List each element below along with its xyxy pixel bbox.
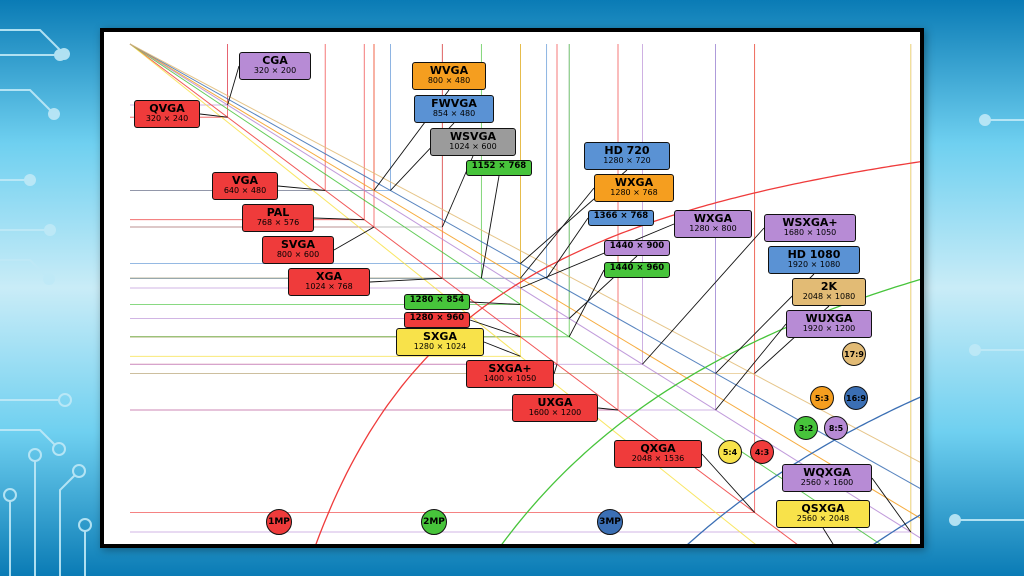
resolution-box: SXGA+1400 × 1050 (466, 360, 554, 388)
resolution-box: CGA320 × 200 (239, 52, 311, 80)
resolution-dimensions: 768 × 576 (243, 219, 313, 227)
resolution-box: 1440 × 960 (604, 262, 670, 278)
resolution-dimensions: 1280 × 800 (675, 225, 751, 233)
resolution-box: WVGA800 × 480 (412, 62, 486, 90)
resolution-dimensions: 2560 × 2048 (777, 515, 869, 523)
resolution-box: 1280 × 960 (404, 312, 470, 328)
resolution-dimensions: 1440 × 900 (605, 242, 669, 251)
resolution-name: HD 720 (585, 145, 669, 157)
resolution-dimensions: 2048 × 1536 (615, 455, 701, 463)
aspect-ratio-badge: 5:3 (810, 386, 834, 410)
resolution-dimensions: 1280 × 1024 (397, 343, 483, 351)
resolution-name: WUXGA (787, 313, 871, 325)
resolution-box: WQXGA2560 × 1600 (782, 464, 872, 492)
resolution-name: CGA (240, 55, 310, 67)
aspect-ratio-badge: 16:9 (844, 386, 868, 410)
resolution-name: WVGA (413, 65, 485, 77)
resolution-dimensions: 1680 × 1050 (765, 229, 855, 237)
resolution-dimensions: 1920 × 1080 (769, 261, 859, 269)
resolution-box: QXGA2048 × 1536 (614, 440, 702, 468)
resolution-dimensions: 1366 × 768 (589, 212, 653, 221)
resolution-box: 1366 × 768 (588, 210, 654, 226)
resolution-dimensions: 320 × 240 (135, 115, 199, 123)
resolution-box: QVGA320 × 240 (134, 100, 200, 128)
resolution-name: HD 1080 (769, 249, 859, 261)
aspect-ratio-badge: 8:5 (824, 416, 848, 440)
resolution-box: WXGA1280 × 800 (674, 210, 752, 238)
resolution-dimensions: 1280 × 720 (585, 157, 669, 165)
resolution-name: WXGA (675, 213, 751, 225)
resolution-box: SVGA800 × 600 (262, 236, 334, 264)
resolution-box: WSVGA1024 × 600 (430, 128, 516, 156)
resolution-dimensions: 800 × 480 (413, 77, 485, 85)
resolution-name: SVGA (263, 239, 333, 251)
resolution-dimensions: 1920 × 1200 (787, 325, 871, 333)
resolution-name: UXGA (513, 397, 597, 409)
resolution-dimensions: 640 × 480 (213, 187, 277, 195)
resolution-box: WUXGA1920 × 1200 (786, 310, 872, 338)
megapixel-badge: 1MP (266, 509, 292, 535)
resolution-box: SXGA1280 × 1024 (396, 328, 484, 356)
resolution-box: 1152 × 768 (466, 160, 532, 176)
resolution-dimensions: 854 × 480 (415, 110, 493, 118)
resolution-name: WSXGA+ (765, 217, 855, 229)
resolution-dimensions: 1024 × 768 (289, 283, 369, 291)
resolution-name: WSVGA (431, 131, 515, 143)
resolution-box: XGA1024 × 768 (288, 268, 370, 296)
resolution-name: 2K (793, 281, 865, 293)
resolution-box: 1280 × 854 (404, 294, 470, 310)
aspect-ratio-badge: 5:4 (718, 440, 742, 464)
diagram-frame: CGA320 × 200 QVGA320 × 240 WVGA800 × 480 FW… (100, 28, 924, 548)
resolution-dimensions: 1440 × 960 (605, 264, 669, 273)
megapixel-badge: 3MP (597, 509, 623, 535)
aspect-ratio-badge: 17:9 (842, 342, 866, 366)
resolution-name: SXGA (397, 331, 483, 343)
resolution-name: PAL (243, 207, 313, 219)
resolution-name: SXGA+ (467, 363, 553, 375)
resolution-box: 2K2048 × 1080 (792, 278, 866, 306)
resolution-dimensions: 1400 × 1050 (467, 375, 553, 383)
resolution-box: VGA640 × 480 (212, 172, 278, 200)
resolution-box: PAL768 × 576 (242, 204, 314, 232)
resolution-name: QSXGA (777, 503, 869, 515)
resolution-dimensions: 320 × 200 (240, 67, 310, 75)
resolution-box: WXGA1280 × 768 (594, 174, 674, 202)
resolution-box: FWVGA854 × 480 (414, 95, 494, 123)
resolution-name: WXGA (595, 177, 673, 189)
resolution-dimensions: 1280 × 960 (405, 314, 469, 323)
resolution-box: UXGA1600 × 1200 (512, 394, 598, 422)
resolution-dimensions: 2048 × 1080 (793, 293, 865, 301)
resolution-box: HD 10801920 × 1080 (768, 246, 860, 274)
resolution-dimensions: 1024 × 600 (431, 143, 515, 151)
resolution-dimensions: 1152 × 768 (467, 162, 531, 171)
resolution-name: FWVGA (415, 98, 493, 110)
resolution-name: VGA (213, 175, 277, 187)
resolution-name: QXGA (615, 443, 701, 455)
resolution-dimensions: 1600 × 1200 (513, 409, 597, 417)
resolution-name: WQXGA (783, 467, 871, 479)
aspect-ratio-badge: 3:2 (794, 416, 818, 440)
resolution-box: HD 7201280 × 720 (584, 142, 670, 170)
megapixel-badge: 2MP (421, 509, 447, 535)
resolution-dimensions: 2560 × 1600 (783, 479, 871, 487)
aspect-ratio-badge: 4:3 (750, 440, 774, 464)
resolution-box: 1440 × 900 (604, 240, 670, 256)
resolution-name: XGA (289, 271, 369, 283)
resolution-dimensions: 1280 × 768 (595, 189, 673, 197)
resolution-box: WSXGA+1680 × 1050 (764, 214, 856, 242)
resolution-name: QVGA (135, 103, 199, 115)
resolution-dimensions: 1280 × 854 (405, 296, 469, 305)
resolution-dimensions: 800 × 600 (263, 251, 333, 259)
resolution-box: QSXGA2560 × 2048 (776, 500, 870, 528)
